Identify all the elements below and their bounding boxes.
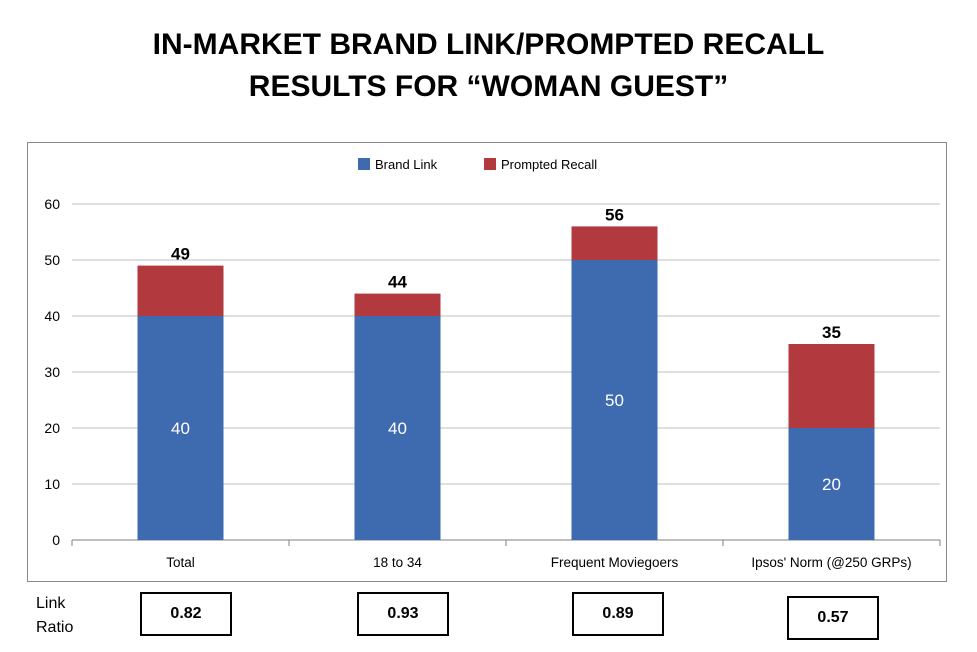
legend-swatch-prompted-recall [484, 158, 496, 170]
data-label-brand-link-3: 20 [822, 475, 841, 494]
data-label-brand-link-2: 50 [605, 391, 624, 410]
bar-brand-link-1 [354, 316, 441, 540]
data-label-brand-link-1: 40 [388, 419, 407, 438]
y-tick-label-60: 60 [44, 196, 60, 212]
bar-brand-link-3 [788, 428, 875, 540]
data-label-total-0: 49 [171, 245, 190, 264]
link-ratio-box-ipsos-norm: 0.57 [787, 596, 879, 640]
bar-brand-link-0 [137, 316, 224, 540]
y-tick-label-40: 40 [44, 308, 60, 324]
legend-label-brand-link: Brand Link [375, 157, 438, 172]
bar-prompted-recall-2 [571, 226, 658, 260]
data-label-total-1: 44 [388, 273, 407, 292]
y-tick-label-0: 0 [52, 532, 60, 548]
bar-prompted-recall-1 [354, 293, 441, 316]
title-line-1: IN-MARKET BRAND LINK/PROMPTED RECALL [152, 28, 825, 61]
title-line-2: RESULTS FOR “WOMAN GUEST” [248, 70, 729, 103]
data-label-total-2: 56 [605, 205, 624, 224]
x-category-label-1: 18 to 34 [373, 555, 422, 570]
data-label-total-3: 35 [822, 323, 841, 342]
link-ratio-label: Link Ratio [36, 592, 96, 640]
y-tick-label-10: 10 [44, 476, 60, 492]
legend-swatch-brand-link [358, 158, 370, 170]
x-category-label-2: Frequent Moviegoers [551, 555, 679, 570]
bar-brand-link-2 [571, 260, 658, 540]
legend-label-prompted-recall: Prompted Recall [501, 157, 597, 172]
y-tick-label-20: 20 [44, 420, 60, 436]
chart-title: IN-MARKET BRAND LINK/PROMPTED RECALL RES… [0, 24, 977, 108]
data-label-brand-link-0: 40 [171, 419, 190, 438]
bar-prompted-recall-0 [137, 265, 224, 316]
y-tick-label-30: 30 [44, 364, 60, 380]
x-category-label-3: Ipsos' Norm (@250 GRPs) [751, 555, 911, 570]
link-ratio-box-frequent-moviegoers: 0.89 [572, 592, 664, 636]
link-ratio-box-18-to-34: 0.93 [357, 592, 449, 636]
x-category-label-0: Total [166, 555, 195, 570]
link-ratio-box-total: 0.82 [140, 592, 232, 636]
bar-prompted-recall-3 [788, 344, 875, 428]
link-ratio-label-line-1: Link [36, 595, 66, 612]
link-ratio-label-line-2: Ratio [36, 619, 74, 636]
y-tick-label-50: 50 [44, 252, 60, 268]
